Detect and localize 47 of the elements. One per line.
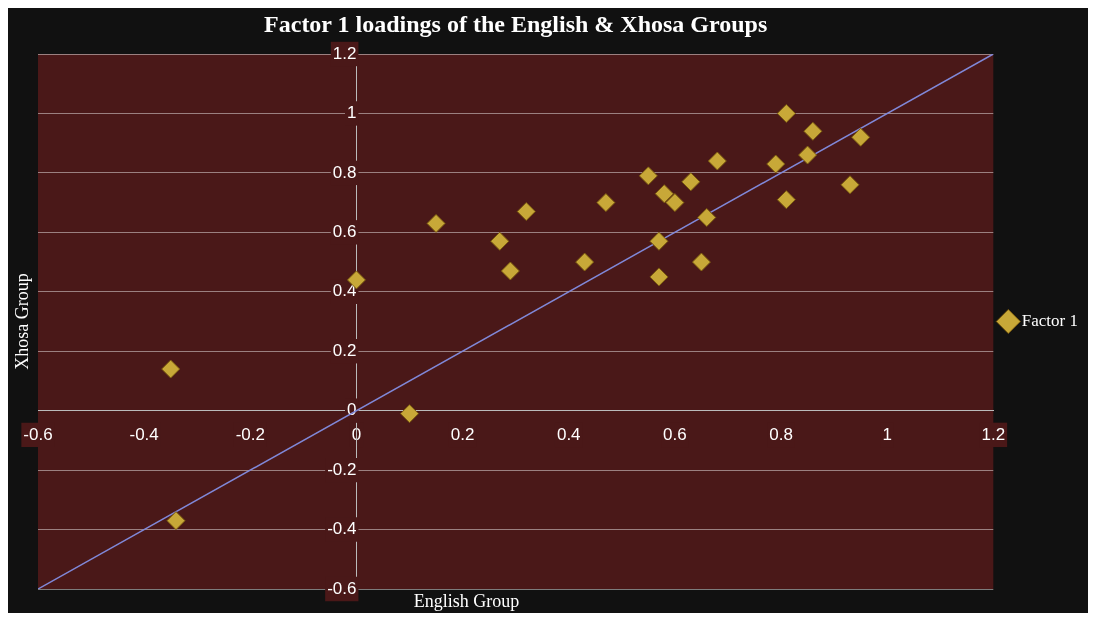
point xyxy=(681,172,701,192)
point xyxy=(798,145,818,165)
y-tick-label: -0.4 xyxy=(327,519,357,539)
x-tick-label: -0.4 xyxy=(129,424,159,444)
point xyxy=(516,202,536,222)
point xyxy=(654,184,674,204)
legend-label: Factor 1 xyxy=(1021,310,1079,330)
point xyxy=(766,154,786,174)
point xyxy=(776,190,796,210)
point xyxy=(649,267,669,287)
point xyxy=(400,404,420,424)
point xyxy=(575,252,595,272)
point xyxy=(665,193,685,213)
point xyxy=(649,231,669,251)
y-tick-label: -0.6 xyxy=(327,578,357,598)
x-tick-label: 0.4 xyxy=(556,424,581,444)
point xyxy=(596,193,616,213)
y-tick-label: 0.8 xyxy=(332,162,357,182)
y-tick-label: 1 xyxy=(346,103,357,123)
x-tick-label: 1 xyxy=(882,424,892,444)
y-axis-title: Xhosa Group xyxy=(12,273,32,370)
point xyxy=(490,231,510,251)
point xyxy=(707,151,727,171)
x-tick-label: 1.2 xyxy=(981,424,1006,444)
y-tick-label: -0.2 xyxy=(327,459,357,479)
y-tick-label: 0.4 xyxy=(332,281,357,301)
point xyxy=(166,511,186,531)
point xyxy=(161,359,181,379)
y-tick-label: 0.2 xyxy=(332,340,357,360)
point xyxy=(638,166,658,186)
y-tick-label: 0.6 xyxy=(332,222,357,242)
x-tick-label: -0.6 xyxy=(23,424,53,444)
point xyxy=(840,175,860,195)
point xyxy=(691,252,711,272)
x-tick-label: 0.8 xyxy=(769,424,793,444)
x-tick-label: 0.2 xyxy=(450,424,475,444)
chart-title: Factor 1 loadings of the English & Xhosa Groups xyxy=(264,11,768,37)
point xyxy=(697,207,717,227)
x-axis-title: English Group xyxy=(413,591,520,611)
point xyxy=(803,121,823,141)
y-tick-label: 1.2 xyxy=(332,43,357,63)
x-tick-label: 0.6 xyxy=(663,424,687,444)
point xyxy=(776,103,796,123)
point xyxy=(426,213,446,233)
point xyxy=(851,127,871,147)
point xyxy=(500,261,520,281)
x-tick-label: -0.2 xyxy=(235,424,265,444)
